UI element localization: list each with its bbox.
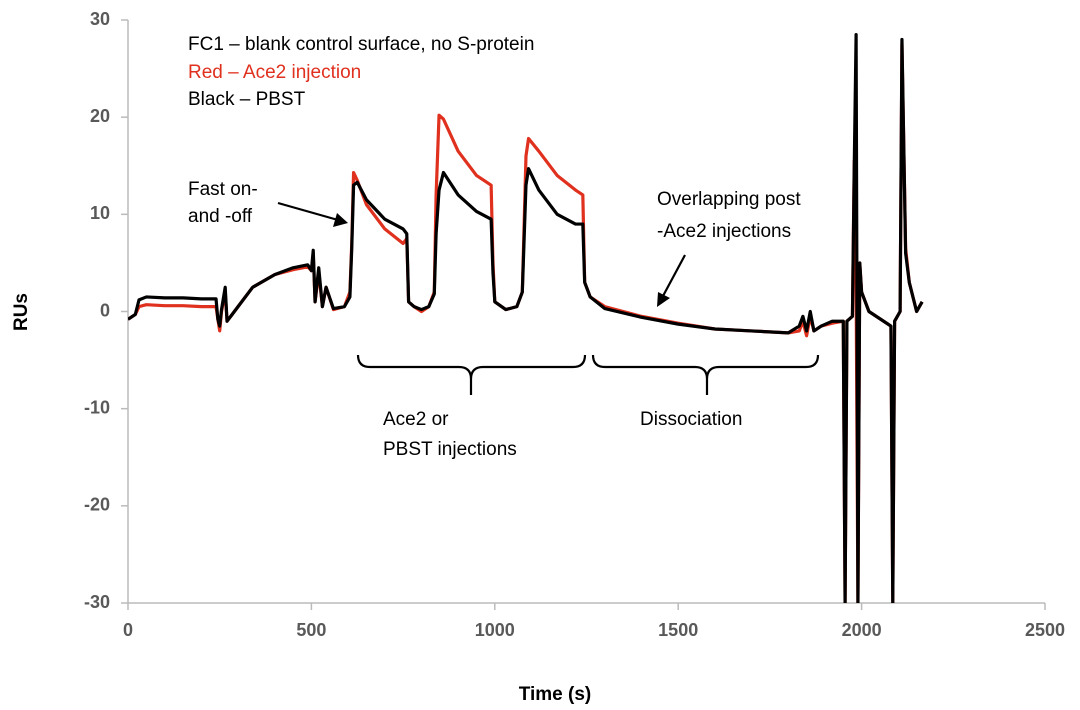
annotation: Fast on- [188, 179, 258, 200]
annotation: -Ace2 injections [657, 221, 791, 242]
y-tick-label: -20 [84, 495, 110, 515]
y-tick-label: -10 [84, 397, 110, 417]
annotation-arrows [277, 201, 820, 395]
legend-label: Red – Ace2 injection [188, 62, 361, 83]
annotation: Ace2 or [383, 409, 449, 430]
y-tick-label: 30 [90, 9, 110, 29]
legend-label: Black – PBST [188, 89, 306, 110]
annotation: PBST injections [383, 439, 517, 460]
x-tick-label: 2000 [842, 620, 882, 640]
x-tick-label: 500 [296, 620, 326, 640]
annotation: Dissociation [640, 409, 742, 430]
y-tick-label: 10 [90, 203, 110, 223]
x-tick-label: 1000 [475, 620, 515, 640]
x-tick-label: 1500 [658, 620, 698, 640]
plot-area [128, 32, 924, 603]
annotation: FC1 – blank control surface, no S-protei… [188, 34, 534, 55]
series-line [128, 32, 924, 603]
y-tick-label: -30 [84, 592, 110, 612]
y-tick-label: 20 [90, 106, 110, 126]
x-tick-label: 0 [123, 620, 133, 640]
annotation: Overlapping post [657, 189, 801, 210]
series-line [128, 42, 924, 603]
annotation: and -off [188, 206, 253, 227]
y-axis-label: RUs [11, 293, 32, 331]
y-tick-label: 0 [100, 300, 110, 320]
x-tick-label: 2500 [1025, 620, 1065, 640]
x-axis-label: Time (s) [519, 684, 592, 705]
